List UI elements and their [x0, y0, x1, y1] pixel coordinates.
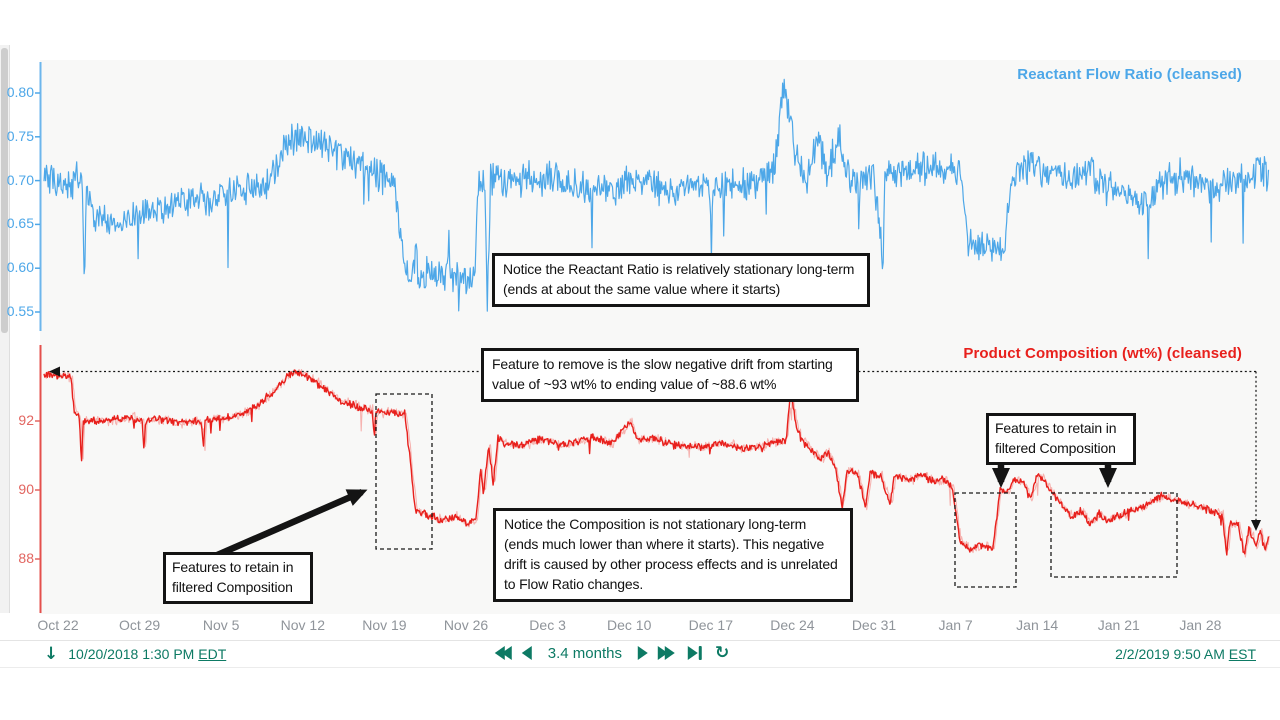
x-tick-label: Nov 12 — [280, 617, 325, 633]
end-timezone-link[interactable]: EST — [1228, 646, 1256, 662]
x-tick-label: Dec 10 — [607, 617, 652, 633]
start-timezone-link[interactable]: EDT — [198, 646, 227, 662]
composition-note-box: Notice the Composition is not stationary… — [493, 508, 853, 602]
range-end-datetime[interactable]: 2/2/2019 9:50 AM EST — [1115, 646, 1256, 662]
bottom-chart-legend-title[interactable]: Product Composition (wt%) (cleansed) — [963, 345, 1242, 362]
y-tick-label: 0.65 — [6, 215, 34, 232]
x-tick-label: Jan 21 — [1097, 617, 1140, 633]
x-tick-label: Nov 26 — [443, 617, 489, 633]
reactant-note-box: Notice the Reactant Ratio is relatively … — [492, 253, 870, 307]
drift-note-box: Feature to remove is the slow negative d… — [481, 348, 859, 402]
x-tick-label: Oct 22 — [37, 617, 79, 633]
x-axis-labels: Oct 22 Oct 29 Nov 5 Nov 12 Nov 19 Nov 26 Dec 3… — [0, 617, 1280, 637]
range-start-datetime[interactable]: 10/20/2018 1:30 PM EDT — [68, 646, 227, 662]
retain-left-note-box: Features to retain in filtered Compositi… — [163, 552, 313, 604]
axis-tick-marks — [35, 92, 40, 560]
y-tick-label: 88 — [18, 550, 34, 566]
skip-to-end-icon[interactable] — [687, 646, 702, 660]
x-tick-label: Dec 3 — [529, 617, 566, 633]
time-range-toolbar: ↓ 10/20/2018 1:30 PM EDT 3.4 months ↻ 2/… — [0, 640, 1280, 668]
duration-label[interactable]: 3.4 months — [547, 644, 622, 662]
vertical-scrollbar[interactable] — [0, 45, 10, 613]
y-tick-label: 90 — [18, 481, 34, 497]
vertical-scrollbar-thumb[interactable] — [1, 48, 8, 333]
x-tick-label: Nov 19 — [362, 617, 407, 633]
x-tick-label: Dec 31 — [851, 617, 897, 633]
step-forward-icon[interactable] — [637, 646, 648, 660]
y-tick-label: 0.60 — [6, 259, 34, 276]
retain-right-note-box: Features to retain in filtered Compositi… — [986, 413, 1136, 465]
refresh-icon[interactable]: ↻ — [714, 643, 730, 663]
y-tick-label: 0.80 — [6, 84, 34, 100]
x-tick-label: Dec 17 — [688, 617, 733, 633]
reactant-flow-ratio-series — [43, 78, 1270, 312]
y-tick-label: 0.75 — [6, 127, 34, 144]
fast-backward-icon[interactable] — [494, 646, 512, 660]
x-tick-label: Dec 24 — [770, 617, 815, 633]
y-tick-label: 0.55 — [6, 303, 34, 319]
x-tick-label: Jan 7 — [938, 617, 973, 633]
x-tick-label: Jan 14 — [1016, 617, 1059, 633]
step-backward-icon[interactable] — [521, 646, 532, 660]
x-tick-label: Nov 5 — [202, 617, 240, 633]
fast-forward-icon[interactable] — [657, 646, 675, 660]
x-tick-label: Oct 29 — [118, 617, 161, 633]
x-tick-label: Jan 28 — [1179, 617, 1222, 633]
y-tick-label: 92 — [18, 412, 34, 428]
top-chart-legend-title[interactable]: Reactant Flow Ratio (cleansed) — [1017, 66, 1242, 83]
down-arrow-icon[interactable]: ↓ — [44, 644, 59, 664]
y-tick-label: 0.70 — [6, 171, 34, 188]
